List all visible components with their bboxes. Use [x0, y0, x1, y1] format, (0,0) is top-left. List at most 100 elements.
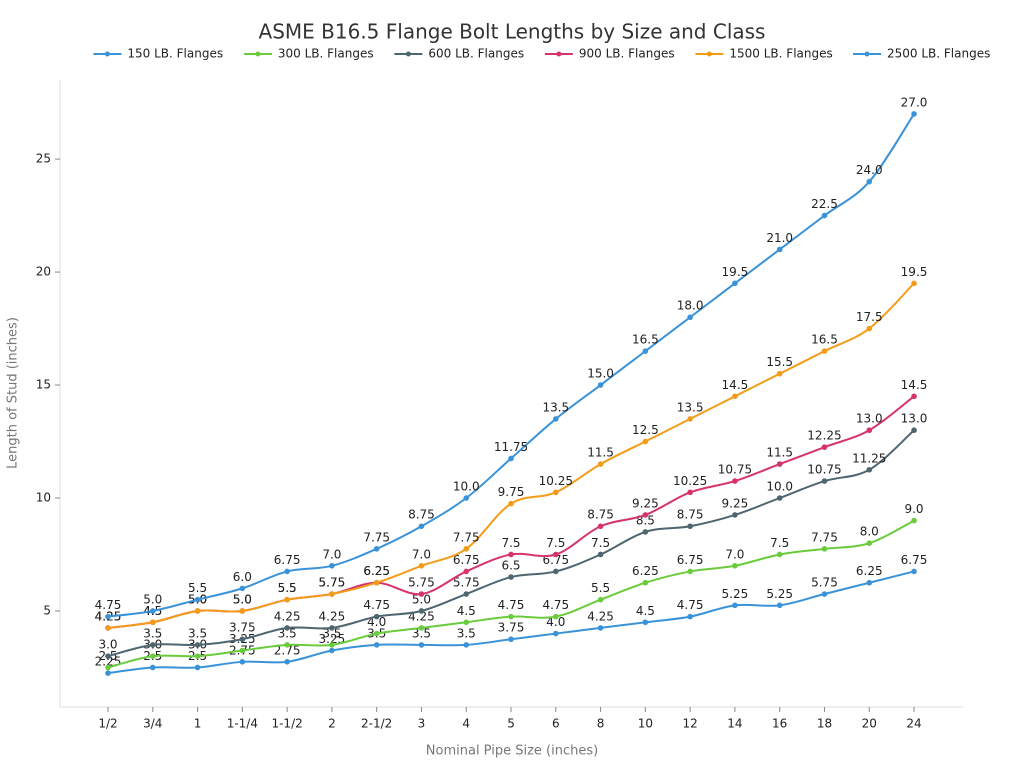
data-label: 13.5	[677, 400, 704, 414]
legend-label: 600 LB. Flanges	[428, 47, 524, 61]
data-point	[418, 642, 425, 648]
data-point	[866, 427, 873, 434]
data-label: 4.5	[457, 604, 476, 618]
data-label: 9.0	[904, 502, 923, 516]
data-point	[687, 489, 693, 496]
data-label: 10.0	[453, 480, 480, 494]
data-point	[149, 608, 156, 614]
x-tick-label: 6	[552, 717, 560, 731]
x-tick-label: 14	[727, 717, 742, 731]
data-point	[642, 512, 649, 518]
data-label: 5.75	[319, 576, 346, 590]
data-label: 7.0	[322, 547, 341, 561]
data-point	[373, 579, 380, 586]
data-point	[732, 512, 738, 518]
data-label: 13.0	[901, 412, 928, 426]
data-point	[732, 602, 738, 609]
data-point	[373, 546, 380, 552]
data-point	[821, 546, 828, 552]
data-label: 5.0	[412, 592, 431, 606]
data-point	[866, 466, 873, 473]
data-label: 8.75	[677, 508, 704, 522]
data-point	[329, 591, 335, 597]
data-point	[732, 562, 738, 569]
x-tick-label: 1-1/4	[227, 717, 258, 731]
data-point	[463, 591, 470, 597]
data-point	[105, 613, 111, 620]
data-point	[776, 370, 783, 377]
data-label: 4.75	[677, 598, 704, 612]
legend-label: 300 LB. Flanges	[278, 47, 374, 61]
data-label: 5.25	[766, 587, 793, 601]
data-label: 3.5	[278, 626, 297, 640]
data-point	[866, 579, 873, 586]
data-label: 10.25	[673, 474, 707, 488]
data-point	[687, 523, 693, 530]
data-label: 21.0	[766, 231, 793, 245]
data-label: 5.75	[319, 576, 346, 590]
data-label: 5.5	[278, 581, 297, 595]
data-label: 27.0	[901, 95, 928, 109]
y-tick-label: 10	[36, 491, 51, 505]
data-point	[821, 591, 828, 597]
data-label: 3.5	[412, 626, 431, 640]
data-point	[911, 111, 917, 117]
data-label: 12.5	[632, 423, 659, 437]
data-point	[553, 568, 559, 575]
data-point	[463, 546, 470, 552]
data-label: 5.75	[408, 576, 435, 590]
data-point	[776, 246, 783, 253]
data-point	[284, 659, 290, 665]
data-point	[732, 478, 738, 484]
data-point	[821, 444, 828, 450]
data-label: 6.75	[274, 553, 301, 567]
legend-marker	[864, 51, 870, 57]
data-point	[597, 596, 604, 603]
data-point	[821, 212, 828, 219]
data-label: 8.75	[408, 508, 435, 522]
data-label: 4.75	[542, 598, 569, 612]
data-point	[508, 613, 514, 620]
data-point	[508, 551, 514, 558]
x-axis-title: Nominal Pipe Size (inches)	[426, 744, 598, 759]
data-point	[149, 642, 156, 648]
data-label: 8.75	[587, 508, 614, 522]
data-point	[866, 540, 873, 546]
data-point	[239, 608, 246, 614]
data-label: 22.5	[811, 197, 838, 211]
data-label: 10.75	[807, 463, 841, 477]
data-point	[418, 562, 425, 569]
data-label: 3.5	[143, 626, 162, 640]
data-point	[776, 551, 783, 558]
data-label: 5.75	[453, 576, 480, 590]
data-label: 15.5	[766, 355, 793, 369]
x-tick-label: 5	[507, 717, 515, 731]
data-label: 6.25	[363, 564, 390, 578]
data-label: 17.5	[856, 310, 883, 324]
data-point	[508, 455, 514, 462]
data-label: 14.5	[722, 378, 749, 392]
data-label: 4.0	[546, 615, 565, 629]
data-label: 13.5	[542, 400, 569, 414]
data-label: 3.0	[98, 638, 117, 652]
data-point	[329, 647, 335, 654]
data-label: 13.0	[856, 412, 883, 426]
data-label: 5.0	[143, 592, 162, 606]
legend-label: 900 LB. Flanges	[579, 47, 675, 61]
data-label: 11.5	[587, 446, 614, 460]
data-point	[463, 495, 470, 501]
data-point	[105, 653, 111, 659]
data-label: 15.0	[587, 367, 614, 381]
data-point	[418, 608, 425, 614]
data-label: 7.5	[770, 536, 789, 550]
data-point	[776, 461, 783, 467]
data-point	[463, 619, 470, 626]
data-label: 5.75	[811, 576, 838, 590]
data-point	[508, 574, 514, 580]
x-tick-label: 8	[597, 717, 605, 731]
data-point	[553, 613, 559, 620]
legend-marker	[405, 51, 411, 57]
x-tick-label: 3/4	[143, 717, 162, 731]
data-label: 5.0	[233, 592, 252, 606]
